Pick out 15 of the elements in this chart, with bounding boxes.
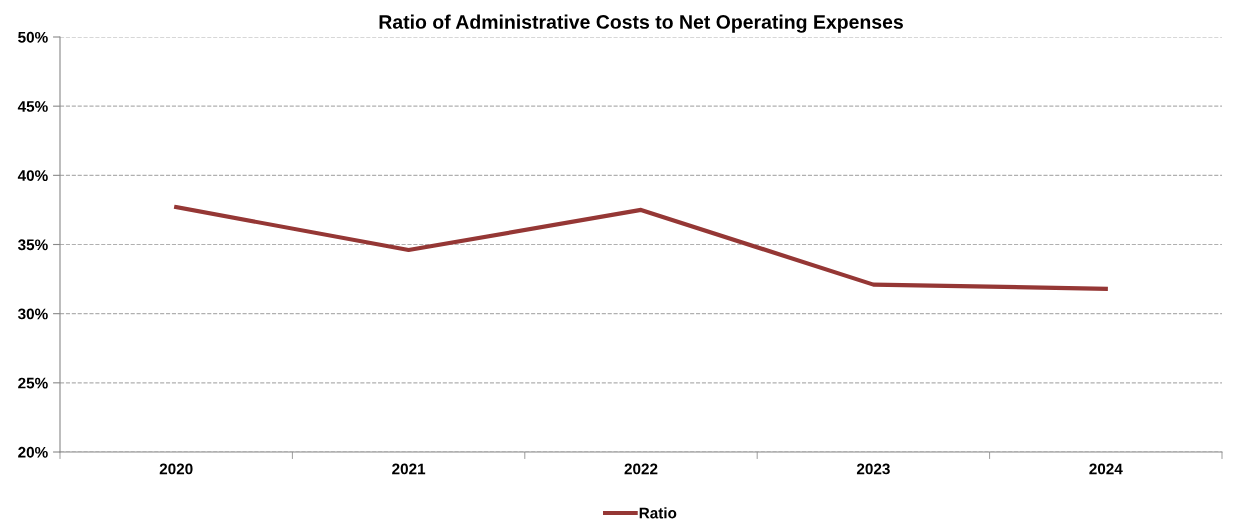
y-tick-label: 50% (18, 31, 48, 43)
line-series (174, 205, 1108, 291)
y-tick-label: 30% (17, 308, 48, 320)
x-tick-label: 2023 (856, 463, 890, 475)
y-tick-label: 35% (17, 239, 48, 251)
x-tick-label: 2024 (1089, 463, 1123, 475)
y-tick-label: 25% (18, 377, 48, 389)
legend-label: Ratio (639, 507, 677, 519)
y-tick-label: 20% (18, 446, 48, 458)
chart-title: Ratio of Administrative Costs to Net Operating Expenses (379, 14, 903, 33)
x-tick-label: 2020 (159, 463, 193, 475)
x-tick-label: 2021 (392, 463, 426, 475)
y-tick-label: 45% (17, 101, 48, 112)
y-tick-label: 40% (17, 170, 48, 182)
x-tick-label: 2022 (624, 463, 658, 475)
